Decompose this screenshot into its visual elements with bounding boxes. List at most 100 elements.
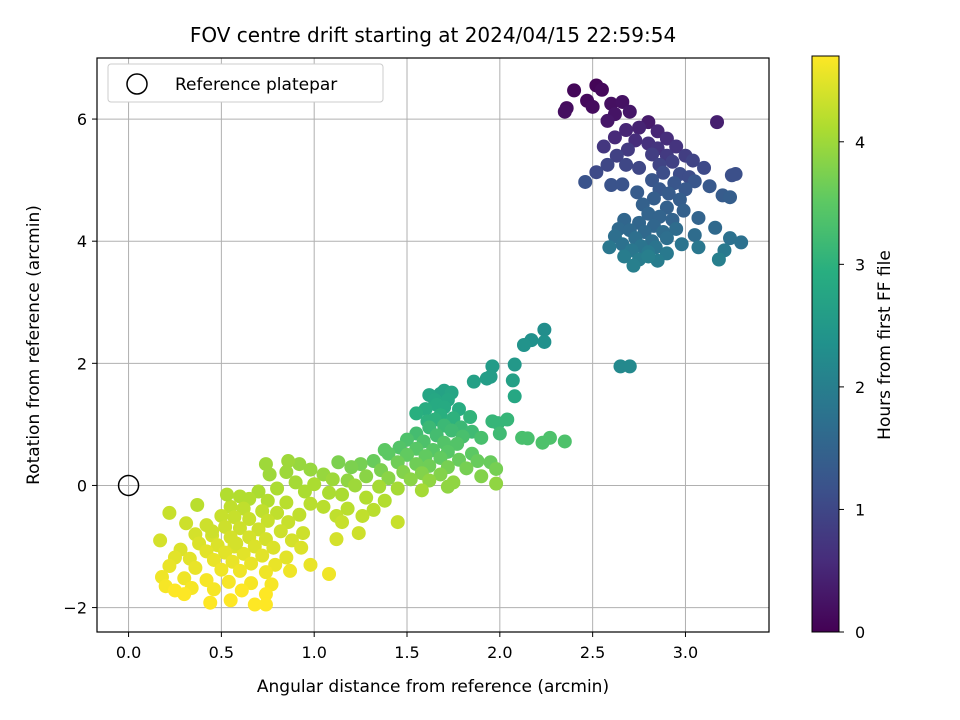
data-point <box>162 559 177 574</box>
data-point <box>697 160 712 175</box>
data-point <box>485 359 500 374</box>
data-point <box>372 479 387 494</box>
data-point <box>479 371 494 386</box>
data-point <box>288 475 303 490</box>
data-point <box>520 431 535 446</box>
colorbar-tick-label: 4 <box>855 133 865 152</box>
data-point <box>351 526 366 541</box>
legend-label-reference: Reference platepar <box>175 75 337 95</box>
y-tick-label: 2 <box>77 354 87 373</box>
colorbar-gradient <box>811 55 840 633</box>
data-point <box>359 490 374 505</box>
data-point <box>645 147 660 162</box>
data-point <box>619 123 634 138</box>
data-point <box>188 560 203 575</box>
data-point <box>728 167 743 182</box>
data-point <box>281 454 296 469</box>
plot-frame <box>96 57 770 633</box>
data-point <box>214 562 229 577</box>
data-point <box>723 231 738 246</box>
data-point <box>507 357 522 372</box>
legend-marker-reference <box>126 73 148 95</box>
data-point <box>474 469 489 484</box>
data-point <box>219 487 234 502</box>
data-point <box>214 508 229 523</box>
data-point <box>260 513 275 528</box>
colorbar-ticks: 0 1 2 3 4 <box>839 133 865 642</box>
data-point <box>615 177 630 192</box>
data-point <box>247 597 262 612</box>
data-point <box>641 206 656 221</box>
x-axis-label: Angular distance from reference (arcmin) <box>257 677 609 697</box>
colorbar-tick-label: 2 <box>855 378 865 397</box>
data-point <box>641 249 656 264</box>
data-point <box>459 461 474 476</box>
data-point <box>206 552 221 567</box>
data-point <box>440 479 455 494</box>
data-point <box>270 505 285 520</box>
data-point <box>489 476 504 491</box>
data-point <box>492 426 507 441</box>
data-point <box>335 515 350 530</box>
data-point <box>711 252 726 267</box>
data-point <box>262 467 277 482</box>
x-tick-label: 0.0 <box>116 643 141 662</box>
data-point <box>676 203 691 218</box>
data-point <box>632 160 647 175</box>
data-point <box>674 237 689 252</box>
data-point <box>505 373 520 388</box>
data-point <box>422 473 437 488</box>
data-point <box>516 338 531 352</box>
data-point <box>490 416 505 431</box>
data-point <box>229 536 244 551</box>
data-point <box>622 359 637 374</box>
x-tick-label: 0.5 <box>209 643 234 662</box>
data-point <box>242 512 257 527</box>
data-point <box>390 515 405 530</box>
data-point <box>537 334 552 349</box>
data-point <box>535 435 550 450</box>
data-point <box>450 436 465 451</box>
data-point <box>251 522 266 537</box>
data-point <box>258 587 273 602</box>
data-point <box>403 472 418 487</box>
data-point <box>685 153 700 168</box>
data-point <box>390 481 405 496</box>
data-point <box>622 104 637 119</box>
data-point <box>297 484 312 499</box>
data-point <box>335 487 350 502</box>
data-point <box>708 220 723 235</box>
data-point <box>340 501 355 516</box>
data-point <box>303 496 318 511</box>
data-point <box>489 461 504 476</box>
data-point <box>602 240 617 255</box>
data-point <box>236 546 251 561</box>
data-point <box>283 563 298 578</box>
data-point <box>255 548 270 563</box>
data-point <box>273 524 288 539</box>
data-point <box>659 231 674 246</box>
data-point <box>604 178 619 193</box>
data-point <box>474 430 489 445</box>
data-point <box>244 556 259 571</box>
data-point <box>177 587 192 602</box>
data-point <box>223 593 238 608</box>
data-point <box>355 508 370 523</box>
y-tick-label: 6 <box>77 110 87 129</box>
data-point <box>626 258 641 273</box>
colorbar: 0 1 2 3 4 Hours from first FF file <box>811 55 895 642</box>
data-point <box>329 532 344 547</box>
data-point <box>234 583 249 598</box>
data-point <box>691 240 706 255</box>
x-tick-label: 2.5 <box>580 643 605 662</box>
data-point <box>260 493 275 508</box>
legend: Reference platepar <box>107 63 384 103</box>
data-point <box>303 557 318 572</box>
data-point <box>537 322 552 337</box>
chart-title: FOV centre drift starting at 2024/04/15 … <box>190 23 676 47</box>
data-point <box>600 113 615 128</box>
colorbar-tick-label: 3 <box>855 255 865 274</box>
data-point <box>190 497 205 512</box>
y-tick-label: −2 <box>63 599 87 618</box>
